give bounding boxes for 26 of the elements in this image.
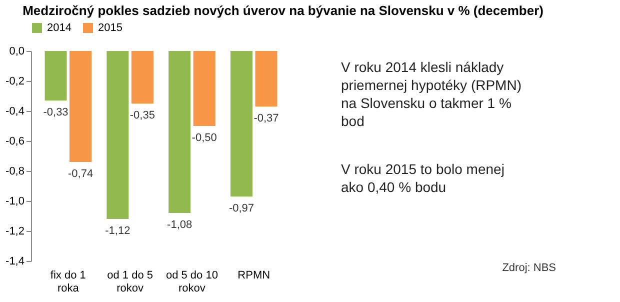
y-tick-label: -1,4: [6, 256, 24, 268]
data-label: -1,12: [105, 225, 130, 237]
text: Zdroj: NBS: [502, 262, 556, 274]
x-tick-label: RPMN: [238, 270, 270, 282]
data-label: -0,37: [254, 112, 279, 124]
text: V roku 2015 to bolo menej ako 0,40 % bodu: [341, 161, 504, 195]
y-tick-label: -0,2: [6, 76, 24, 88]
data-label: -0,97: [228, 202, 254, 214]
y-tick-label: -1,0: [6, 196, 24, 208]
data-label: -0,33: [43, 106, 68, 118]
y-tick-label: -0,6: [6, 136, 24, 148]
y-tick-label: -1,2: [6, 226, 24, 238]
data-label: -0,35: [130, 110, 155, 122]
data-label: -1,08: [167, 219, 192, 231]
x-tick-label: od 1 do 5 rokov: [107, 270, 153, 294]
data-label: -0,74: [68, 168, 94, 180]
y-tick-label: -0,4: [6, 106, 24, 118]
y-tick-label: -0,8: [6, 166, 24, 178]
data-label: -0,50: [192, 132, 217, 144]
x-tick-label: fix do 1 roka: [50, 270, 86, 294]
legend-label: 2015: [98, 22, 122, 34]
legend-label: 2014: [47, 22, 72, 34]
chart-title: Medziročný pokles sadzieb nových úverov na bývanie na Slovensku v % (december): [22, 3, 544, 18]
text: V roku 2014 klesli náklady priemernej hypotéky (RPMN) na Slovensku o takmer 1 % bod: [341, 59, 522, 129]
x-tick-label: od 5 do 10 rokov: [166, 270, 218, 294]
y-tick-label: 0,0: [9, 46, 24, 58]
